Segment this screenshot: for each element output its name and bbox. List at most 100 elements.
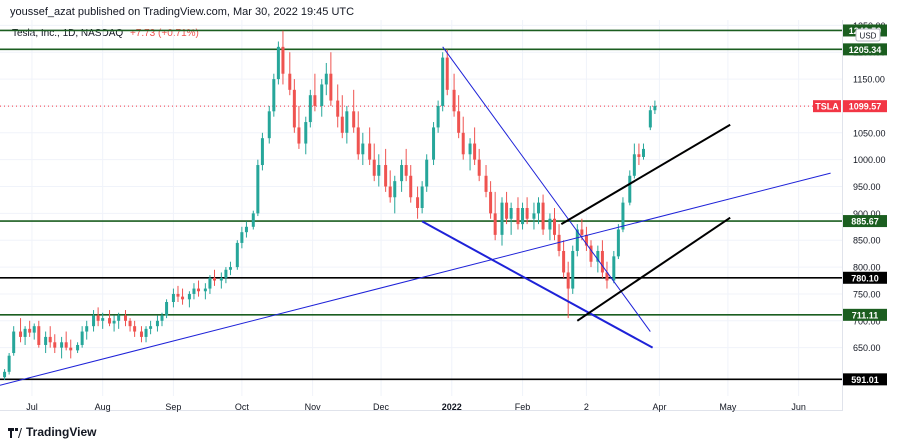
candle-body <box>7 355 11 372</box>
currency-label: USD <box>860 32 877 41</box>
level-tag <box>843 271 887 284</box>
y-tick-label: 1150.00 <box>853 75 885 85</box>
candle-body <box>445 57 449 90</box>
candle-body <box>416 197 420 208</box>
last-price-tag <box>843 100 887 113</box>
candle-body <box>324 73 328 85</box>
candle-body <box>361 143 365 155</box>
candle-body <box>420 186 424 208</box>
candle-body <box>128 320 132 327</box>
tradingview-logo-icon <box>8 427 22 438</box>
candle-body <box>393 181 397 198</box>
trend-line <box>442 46 651 332</box>
candle-body <box>160 315 164 321</box>
currency-box[interactable]: USD <box>855 28 881 42</box>
candle-body <box>653 105 657 111</box>
candle-body <box>489 191 493 214</box>
candle-body <box>272 79 276 112</box>
candle-body <box>356 127 360 155</box>
candle-body <box>212 277 216 281</box>
candle-body <box>336 100 340 117</box>
candle-body <box>516 208 520 225</box>
candle-body <box>441 57 445 106</box>
candle-body <box>32 326 36 333</box>
candle-body <box>12 331 16 354</box>
candle-body <box>155 320 159 327</box>
y-tick-label: 750.00 <box>853 289 881 299</box>
candle-body <box>304 122 308 144</box>
candle-body <box>117 315 121 321</box>
candle-body <box>589 245 593 262</box>
level-tag-label: 780.10 <box>851 273 879 283</box>
candle-body <box>548 218 552 230</box>
candle-body <box>571 250 575 289</box>
level-tag-label: 591.01 <box>851 375 879 385</box>
candle-body <box>596 250 600 262</box>
candle-body <box>139 331 143 337</box>
candle-body <box>436 105 440 128</box>
candle-body <box>276 46 280 80</box>
candle-body <box>171 293 175 302</box>
candle-body <box>552 218 556 235</box>
candle-body <box>457 111 461 133</box>
trend-line <box>0 172 831 386</box>
candle-body <box>53 342 57 348</box>
candle-body <box>541 202 545 230</box>
candle-body <box>632 154 636 176</box>
candle-body <box>432 127 436 160</box>
candle-body <box>149 326 153 329</box>
candle-body <box>313 95 317 106</box>
x-tick-label: Apr <box>652 402 666 412</box>
candle-body <box>384 165 388 187</box>
candle-body <box>616 229 620 257</box>
candle-body <box>584 234 588 246</box>
y-tick-label: 1000.00 <box>853 155 886 165</box>
candle-body <box>203 288 207 292</box>
candle-body <box>23 328 27 337</box>
x-tick-label: Oct <box>235 402 250 412</box>
candle-body <box>637 154 641 157</box>
candle-body <box>208 277 212 289</box>
candle-body <box>219 277 223 281</box>
x-tick-label: 2022 <box>442 402 462 412</box>
candle-body <box>64 342 68 348</box>
candle-body <box>251 213 255 227</box>
candle-body <box>641 148 645 157</box>
trend-line <box>421 220 654 349</box>
footer-brand-label: TradingView <box>26 425 97 439</box>
candle-body <box>3 371 7 378</box>
candle-body <box>575 229 579 251</box>
candle-body <box>493 213 497 235</box>
candle-body <box>377 165 381 176</box>
publish-header: youssef_azat published on TradingView.co… <box>10 6 355 18</box>
plot-frame <box>0 20 843 411</box>
candle-body <box>228 267 232 270</box>
candle-body <box>404 165 408 176</box>
candle-body <box>400 165 404 182</box>
candle-body <box>525 208 529 219</box>
symbol-title: Tesla, Inc., 1D, NASDAQ <box>12 28 124 39</box>
candle-body <box>484 175 488 192</box>
candle-body <box>244 226 248 233</box>
candle-body <box>48 336 52 343</box>
symbol-tag <box>813 100 841 113</box>
candle-body <box>468 143 472 155</box>
candle-body <box>600 250 604 273</box>
candle-body <box>477 159 481 176</box>
y-tick-label: 900.00 <box>853 209 881 219</box>
candle-body <box>144 328 148 337</box>
x-tick-label: May <box>719 402 737 412</box>
candle-body <box>101 318 105 321</box>
symbol-legend: Tesla, Inc., 1D, NASDAQ +7.73 (+0.71%) <box>12 28 199 39</box>
trend-lines <box>0 46 831 386</box>
candle-body <box>187 293 191 300</box>
x-tick-label: 2 <box>584 402 589 412</box>
candle-body <box>60 342 64 348</box>
footer-brand[interactable]: TradingView <box>8 425 96 439</box>
candle-body <box>124 315 128 321</box>
y-tick-label: 950.00 <box>853 182 881 192</box>
candle-body <box>452 89 456 112</box>
candle-body <box>345 111 349 133</box>
candle-body <box>176 293 180 297</box>
